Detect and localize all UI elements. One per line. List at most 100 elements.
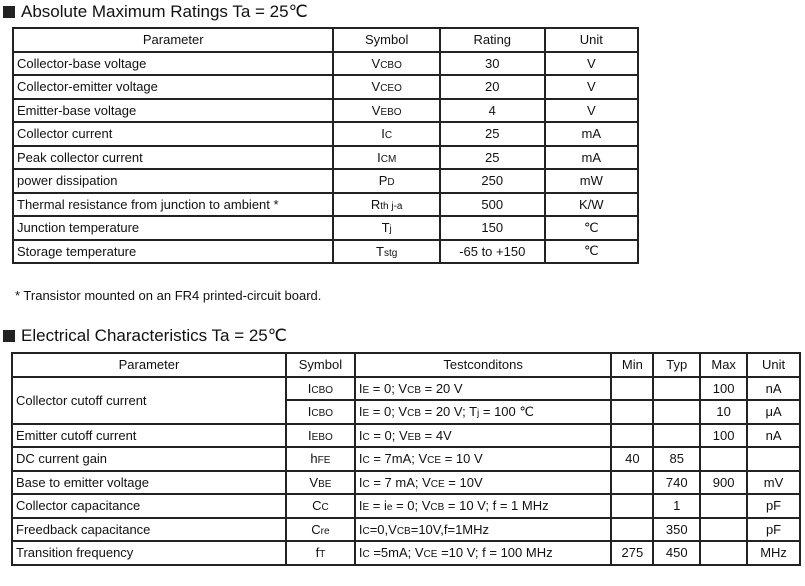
symbol-cell: VCBO bbox=[332, 50, 441, 76]
column-header: Unit bbox=[746, 352, 801, 378]
parameter-cell: Collector-base voltage bbox=[11, 50, 335, 76]
text: = 0; V bbox=[369, 403, 408, 419]
min-cell bbox=[610, 469, 655, 495]
text: C bbox=[312, 498, 322, 514]
parameter-cell: power dissipation bbox=[11, 168, 335, 194]
table-row: Storage temperature Tstg -65 to +150 ℃ bbox=[11, 238, 640, 264]
parameter-cell: Peak collector current bbox=[11, 144, 335, 170]
text: I bbox=[358, 427, 363, 443]
table-row: Collector-emitter voltage VCEO 20 V bbox=[11, 74, 640, 100]
text: I bbox=[358, 380, 363, 396]
text: T bbox=[381, 220, 390, 236]
column-header: Symbol bbox=[332, 27, 441, 53]
test-conditions-cell: IC = 0; VEB = 4V bbox=[353, 422, 613, 448]
text: =10V,f=1MHz bbox=[410, 521, 490, 537]
unit-cell: K/W bbox=[543, 191, 640, 217]
text: V bbox=[371, 79, 381, 95]
text: =0,V bbox=[369, 521, 397, 537]
text: I bbox=[358, 451, 363, 467]
unit-cell: mA bbox=[543, 121, 640, 147]
table-row: Collector-base voltage VCBO 30 V bbox=[11, 50, 640, 76]
rating-cell: 25 bbox=[438, 144, 546, 170]
subscript: E bbox=[362, 384, 370, 396]
min-cell bbox=[610, 493, 655, 519]
min-cell bbox=[610, 399, 655, 425]
text: I bbox=[358, 498, 363, 514]
test-conditions-cell: IE = 0; VCB = 20 V; Tj = 100 ℃ bbox=[353, 399, 613, 425]
subscript: C bbox=[362, 549, 370, 561]
subscript: C bbox=[362, 525, 370, 537]
parameter-cell: Freedback capacitance bbox=[11, 516, 287, 542]
unit-cell: V bbox=[543, 97, 640, 123]
symbol-cell: IEBO bbox=[285, 422, 356, 448]
test-conditions-cell: IC =5mA; VCE =10 V; f = 100 MHz bbox=[353, 540, 613, 566]
text: = i bbox=[369, 498, 387, 514]
subscript: EBO bbox=[311, 431, 333, 443]
unit-cell: MHz bbox=[746, 540, 801, 566]
section-title-text: Absolute Maximum Ratings Ta = 25℃ bbox=[21, 2, 308, 21]
max-cell bbox=[699, 493, 749, 519]
typ-cell bbox=[652, 422, 702, 448]
subscript: E bbox=[362, 502, 370, 514]
text: V bbox=[371, 55, 381, 71]
text: = 100 ℃ bbox=[479, 403, 534, 419]
text: = 20 V bbox=[421, 380, 463, 396]
max-cell bbox=[699, 446, 749, 472]
section-title-absolute-max: Absolute Maximum Ratings Ta = 25℃ bbox=[3, 2, 308, 22]
table-row: Peak collector current ICM 25 mA bbox=[11, 144, 640, 170]
typ-cell: 740 bbox=[652, 469, 702, 495]
text: I bbox=[308, 427, 312, 443]
min-cell bbox=[610, 422, 655, 448]
footnote: * Transistor mounted on an FR4 printed-c… bbox=[15, 288, 322, 303]
typ-cell bbox=[652, 399, 702, 425]
absolute-max-ratings-table: Parameter Symbol Rating Unit Collector-base … bbox=[11, 27, 640, 264]
test-conditions-cell: IE = 0; VCB = 20 V bbox=[353, 375, 613, 401]
subscript: CM bbox=[380, 153, 397, 165]
symbol-cell: VEBO bbox=[332, 97, 441, 123]
text: V bbox=[309, 474, 319, 490]
table-row: Collector cutoff current ICBO IE = 0; VCB … bbox=[11, 375, 801, 425]
symbol-cell: ICBO bbox=[285, 399, 356, 425]
unit-cell: nA bbox=[746, 375, 801, 401]
text: T bbox=[376, 243, 384, 259]
min-cell bbox=[610, 516, 655, 542]
parameter-cell: Emitter-base voltage bbox=[11, 97, 335, 123]
subscript: re bbox=[320, 525, 330, 537]
unit-cell: mA bbox=[543, 144, 640, 170]
symbol-cell: VBE bbox=[285, 469, 356, 495]
parameter-cell: Collector current bbox=[11, 121, 335, 147]
text: I bbox=[358, 545, 363, 561]
subscript: EBO bbox=[380, 106, 402, 118]
typ-cell: 1 bbox=[652, 493, 702, 519]
parameter-cell: Collector capacitance bbox=[11, 493, 287, 519]
text: = 0; V bbox=[369, 380, 408, 396]
min-cell: 275 bbox=[610, 540, 655, 566]
typ-cell: 85 bbox=[652, 446, 702, 472]
subscript: FE bbox=[317, 455, 331, 467]
table-row: Junction temperature Tj 150 ℃ bbox=[11, 215, 640, 241]
table-row: Thermal resistance from junction to ambi… bbox=[11, 191, 640, 217]
symbol-cell: IC bbox=[332, 121, 441, 147]
subscript: D bbox=[387, 177, 395, 189]
max-cell bbox=[699, 540, 749, 566]
table-row: ICBO IE = 0; VCB = 20 V; Tj = 100 ℃ 10 μA bbox=[12, 399, 801, 425]
parameter-cell: Base to emitter voltage bbox=[11, 469, 287, 495]
header-row: Parameter Symbol Rating Unit bbox=[11, 27, 640, 53]
subscript: CB bbox=[430, 502, 445, 514]
max-cell: 100 bbox=[699, 422, 749, 448]
subscript: C bbox=[321, 502, 329, 514]
unit-cell: mV bbox=[746, 469, 801, 495]
min-cell: 40 bbox=[610, 446, 655, 472]
text: = 0; V bbox=[392, 498, 431, 514]
symbol-cell: ICBO bbox=[285, 375, 356, 401]
text: =5mA; V bbox=[369, 545, 424, 561]
symbol-cell: VCEO bbox=[332, 74, 441, 100]
rating-cell: 20 bbox=[438, 74, 546, 100]
symbol-cell: hFE bbox=[285, 446, 356, 472]
text: I bbox=[358, 403, 363, 419]
column-header: Symbol bbox=[285, 352, 356, 378]
subscript: CE bbox=[427, 455, 442, 467]
text: V bbox=[371, 102, 381, 118]
typ-cell bbox=[652, 375, 702, 401]
subscript: CE bbox=[423, 549, 438, 561]
